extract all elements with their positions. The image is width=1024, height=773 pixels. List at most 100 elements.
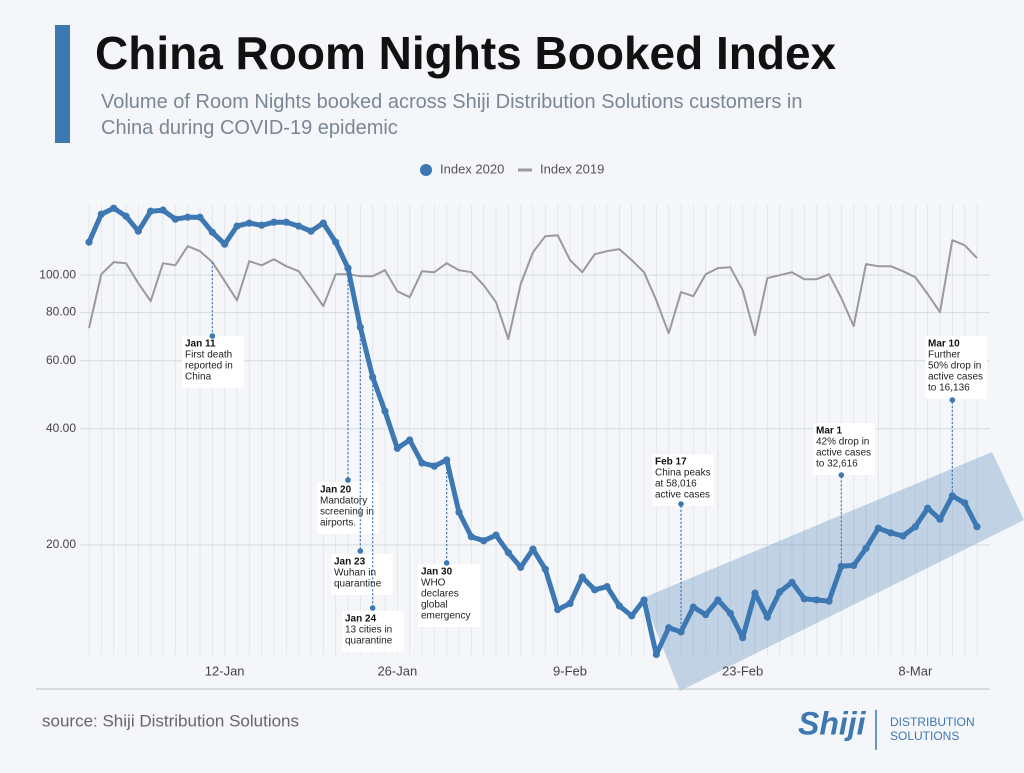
annotation-text: active cases — [816, 448, 871, 459]
point — [258, 221, 266, 229]
point — [739, 634, 747, 642]
point — [850, 561, 858, 569]
point — [171, 215, 179, 223]
point — [233, 222, 241, 230]
point — [702, 610, 710, 619]
annotation-text: First death — [185, 350, 232, 361]
x-tick-label: 9-Feb — [553, 663, 587, 678]
point — [430, 462, 438, 470]
annotation-text: reported in — [185, 361, 233, 372]
annotation-box — [342, 611, 404, 652]
annotation-box — [418, 564, 480, 627]
point — [566, 599, 574, 608]
annotation-date: Mar 10 — [928, 339, 960, 350]
point — [788, 578, 796, 586]
point — [837, 562, 845, 570]
leader-dot — [345, 477, 351, 483]
series-line — [88, 234, 978, 341]
point — [85, 238, 93, 246]
x-tick-label: 8-Mar — [898, 663, 933, 678]
point — [652, 650, 660, 659]
point — [628, 612, 636, 620]
point — [677, 628, 685, 636]
point — [615, 602, 623, 610]
x-tick-label: 26-Jan — [377, 663, 417, 678]
point — [689, 603, 697, 611]
y-tick-label: 40.00 — [46, 421, 76, 435]
point — [763, 613, 771, 621]
legend: Index 2020 Index 2019 — [420, 161, 604, 176]
annotation-text: declares — [421, 589, 459, 600]
point — [541, 565, 549, 573]
annotation-text: screening in — [320, 507, 374, 518]
point — [862, 544, 870, 552]
point — [295, 222, 303, 230]
point — [924, 504, 932, 512]
leader-dot — [369, 605, 376, 611]
chart-title: China Room Nights Booked Index — [95, 27, 837, 79]
point — [97, 210, 105, 218]
annotation-text: to 16,136 — [928, 383, 970, 394]
leader-dot — [443, 560, 450, 566]
point — [147, 207, 155, 215]
annotation-text: China — [185, 372, 212, 383]
annotation-date: Mar 1 — [816, 426, 843, 437]
annotation-date: Jan 24 — [345, 614, 377, 625]
annotation-date: Jan 23 — [334, 557, 366, 568]
point — [270, 218, 278, 226]
point — [307, 227, 315, 235]
point — [899, 532, 907, 540]
annotation-date: Feb 17 — [655, 457, 687, 468]
y-tick-label: 80.00 — [46, 305, 76, 319]
y-tick-label: 20.00 — [46, 537, 76, 551]
point — [726, 609, 734, 617]
leader-dot — [357, 548, 364, 554]
legend-swatch — [420, 164, 432, 176]
point — [393, 444, 401, 452]
point — [529, 545, 537, 553]
annotation-text: Wuhan in — [334, 568, 376, 579]
point — [874, 524, 882, 532]
point — [825, 597, 833, 605]
legend-label: Index 2020 — [440, 161, 504, 176]
annotation-box — [813, 423, 875, 475]
annotation-text: 13 cities in — [345, 625, 392, 636]
y-tick-label: 100.00 — [39, 267, 76, 281]
legend-label: Index 2019 — [540, 161, 604, 176]
leader-dot — [949, 397, 956, 403]
annotation-text: airports. — [320, 518, 356, 529]
annotation-box — [331, 554, 393, 595]
point — [554, 605, 562, 614]
leader-dot — [678, 501, 684, 507]
logo-line: DISTRIBUTION — [890, 715, 975, 729]
point — [813, 596, 821, 604]
point — [332, 238, 340, 246]
point — [492, 531, 500, 539]
annotation-date: Jan 11 — [185, 339, 216, 350]
point — [208, 228, 216, 236]
point — [245, 219, 253, 227]
point — [751, 589, 759, 597]
point — [455, 508, 463, 516]
point — [517, 563, 525, 571]
point — [936, 515, 944, 523]
point — [665, 624, 673, 632]
point — [418, 459, 426, 467]
point — [578, 573, 586, 581]
annotation-box — [317, 482, 379, 534]
annotation-box — [652, 454, 714, 506]
y-tick-label: 60.00 — [46, 353, 76, 367]
point — [480, 537, 488, 545]
annotation-text: China peaks — [655, 468, 711, 479]
title-bar — [55, 25, 70, 143]
annotation-text: 50% drop in — [928, 361, 981, 372]
annotation-text: WHO — [421, 578, 446, 589]
point — [221, 240, 229, 248]
point — [196, 213, 204, 221]
point — [961, 499, 969, 507]
logo-name: Shiji — [798, 705, 867, 741]
annotation-box — [182, 336, 244, 388]
point — [122, 212, 130, 220]
